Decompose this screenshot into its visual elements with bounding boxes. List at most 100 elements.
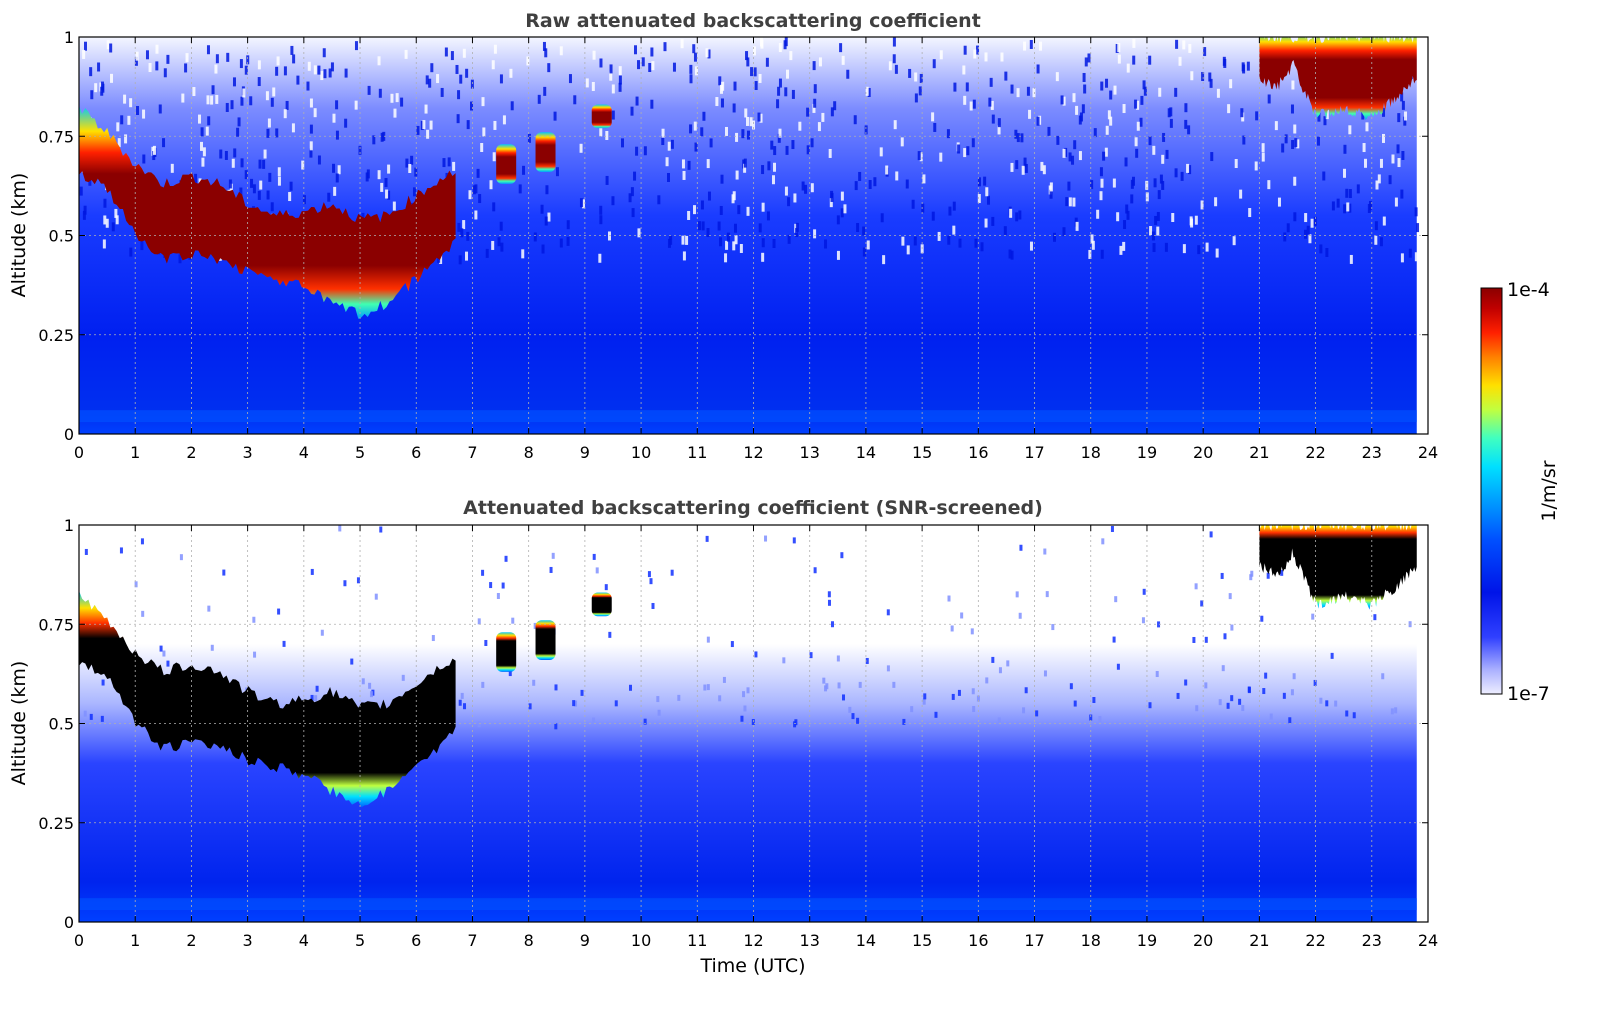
noise-pixel [148,63,152,73]
noise-pixel [867,88,871,98]
noise-pixel [1197,245,1201,255]
noise-pixel [1062,148,1066,158]
noise-pixel [282,640,286,647]
y-tick-label: 0.5 [49,227,74,246]
noise-pixel [785,145,789,155]
noise-pixel [798,121,802,131]
surface-layer [79,898,1417,911]
noise-pixel [754,651,758,658]
noise-pixel [1187,125,1191,135]
x-tick-label: 12 [743,931,763,950]
noise-pixel [746,687,750,694]
noise-pixel [236,127,240,137]
noise-pixel [1018,612,1022,619]
noise-pixel [1155,671,1159,678]
noise-pixel [1159,174,1163,184]
noise-pixel [932,59,936,69]
noise-pixel [1023,41,1027,51]
noise-pixel [746,130,750,140]
cloud-patch [496,632,517,672]
noise-pixel [1102,151,1106,161]
noise-pixel [1345,188,1349,198]
noise-pixel [484,639,488,646]
noise-pixel [739,243,743,253]
noise-pixel [971,138,975,148]
noise-pixel [200,141,204,151]
noise-pixel [344,118,348,128]
noise-pixel [240,96,244,106]
noise-pixel [1122,241,1126,251]
noise-pixel [1310,218,1314,228]
noise-pixel [320,629,324,636]
noise-pixel [922,174,926,184]
noise-pixel [141,610,145,617]
noise-pixel [1043,670,1047,677]
noise-pixel [307,61,311,71]
noise-pixel [1116,663,1120,670]
noise-pixel [343,580,347,587]
x-tick-label: 1 [130,443,140,462]
noise-pixel [1161,180,1165,190]
noise-pixel [735,132,739,142]
noise-pixel [532,679,536,686]
noise-pixel [1020,133,1024,143]
noise-pixel [735,170,739,180]
y-axis-ticks: 0 0.25 0.5 0.75 1 [38,28,1428,444]
noise-pixel [702,111,706,121]
noise-pixel [292,54,296,64]
noise-pixel [393,108,397,118]
noise-pixel [288,192,292,202]
noise-pixel [914,93,918,103]
x-tick-label: 7 [467,443,477,462]
noise-pixel [1169,107,1173,117]
noise-pixel [82,210,86,220]
noise-pixel [682,251,686,261]
noise-pixel [207,605,211,612]
noise-pixel [1288,717,1292,724]
noise-pixel [450,51,454,61]
noise-pixel [1189,216,1193,226]
noise-pixel [1115,43,1119,53]
noise-pixel [335,130,339,140]
noise-pixel [724,126,728,136]
noise-pixel [1200,200,1204,210]
noise-pixel [892,681,896,688]
noise-pixel [181,93,185,103]
noise-pixel [1379,158,1383,168]
noise-pixel [142,154,146,164]
noise-pixel [837,682,841,689]
noise-pixel [384,177,388,187]
noise-pixel [1214,197,1218,207]
noise-pixel [706,228,710,238]
noise-pixel [1174,168,1178,178]
noise-pixel [1073,700,1077,707]
noise-pixel [1019,544,1023,551]
noise-pixel [224,150,228,160]
noise-pixel [580,689,584,696]
noise-pixel [592,50,596,60]
noise-pixel [502,115,506,125]
noise-pixel [207,116,211,126]
noise-pixel [725,240,729,250]
noise-pixel [1241,62,1245,72]
noise-pixel [1186,163,1190,173]
noise-pixel [1416,223,1420,233]
noise-pixel [493,120,497,130]
noise-pixel [335,173,339,183]
noise-pixel [1065,197,1069,207]
noise-pixel [670,569,674,576]
noise-pixel [787,234,791,244]
noise-pixel [758,73,762,83]
noise-pixel [574,700,578,707]
noise-pixel [1109,116,1113,126]
noise-pixel [1040,161,1044,171]
noise-pixel [1101,538,1105,545]
noise-pixel [706,684,710,691]
noise-pixel [991,216,995,226]
noise-pixel [657,195,661,205]
noise-pixel [969,101,973,111]
noise-pixel [1286,223,1290,233]
x-tick-label: 23 [1362,443,1382,462]
noise-pixel [705,535,709,542]
